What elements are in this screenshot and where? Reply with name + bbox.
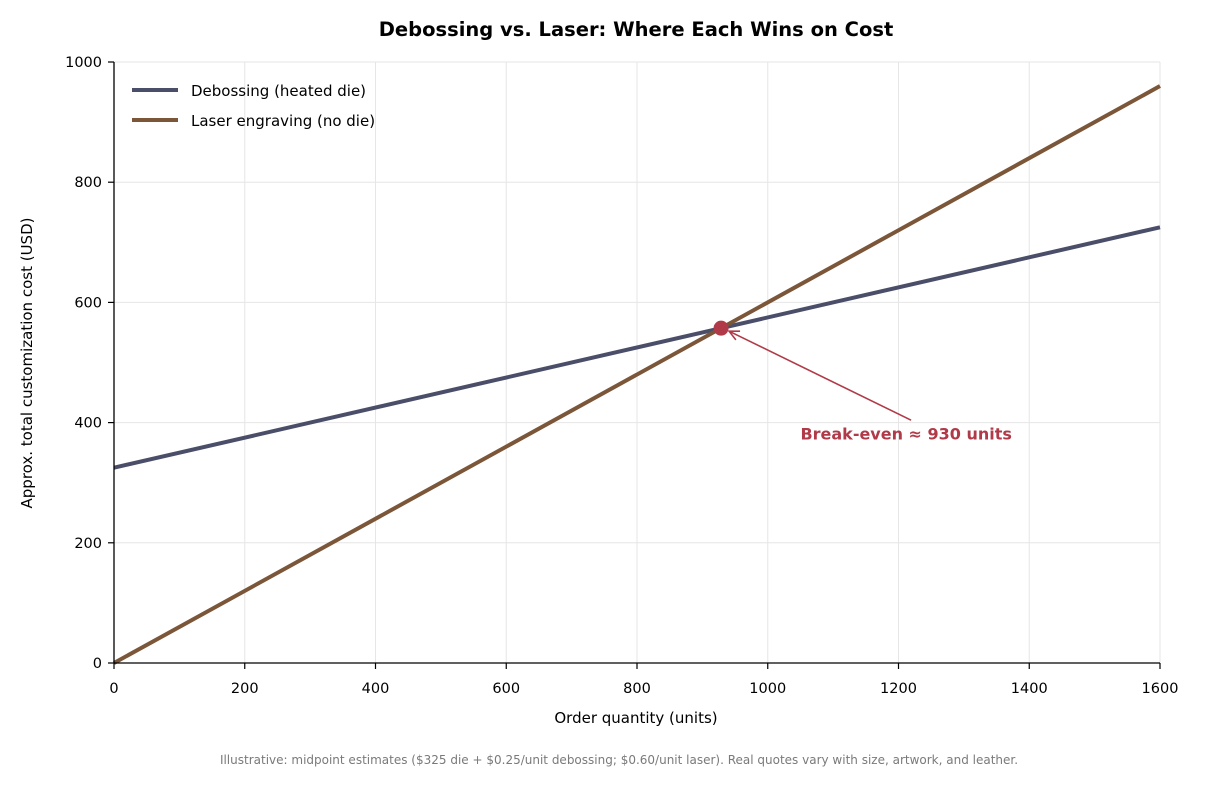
x-tick-label: 600 (492, 681, 520, 697)
x-tick-label: 400 (362, 681, 390, 697)
break-even-label: Break-even ≈ 930 units (800, 424, 1012, 443)
y-axis-label: Approx. total customization cost (USD) (18, 218, 36, 509)
annotation-arrowhead (727, 330, 741, 341)
y-tick-label: 0 (93, 656, 102, 672)
footnote: Illustrative: midpoint estimates ($325 d… (220, 753, 1018, 767)
y-tick-label: 1000 (65, 55, 102, 71)
x-tick-label: 0 (109, 681, 118, 697)
y-tick-label: 200 (74, 536, 102, 552)
x-tick-label: 1600 (1142, 681, 1179, 697)
y-tick-label: 400 (74, 416, 102, 432)
legend-label: Debossing (heated die) (191, 82, 366, 100)
legend: Debossing (heated die) Laser engraving (n… (132, 82, 375, 130)
annotation: Break-even ≈ 930 units (713, 320, 1012, 443)
x-tick-label: 1400 (1011, 681, 1048, 697)
x-axis-label: Order quantity (units) (554, 709, 717, 727)
x-tick-label: 1200 (880, 681, 917, 697)
y-tick-label: 800 (74, 175, 102, 191)
x-tick-label: 1000 (749, 681, 786, 697)
legend-label: Laser engraving (no die) (191, 112, 375, 130)
x-tick-label: 800 (623, 681, 651, 697)
y-tick-label: 600 (74, 295, 102, 311)
annotation-arrow-line (728, 330, 912, 421)
debossing-series-line (113, 225, 1161, 470)
series-lines (113, 84, 1161, 665)
break-even-point-marker (713, 320, 729, 336)
laser-series-line (113, 84, 1161, 665)
chart-title: Debossing vs. Laser: Where Each Wins on … (379, 18, 894, 41)
x-tick-label: 200 (231, 681, 259, 697)
axis-ticks: 0 200 400 600 800 1000 1200 1400 1600 0 200 400 600 8… (65, 55, 1178, 697)
